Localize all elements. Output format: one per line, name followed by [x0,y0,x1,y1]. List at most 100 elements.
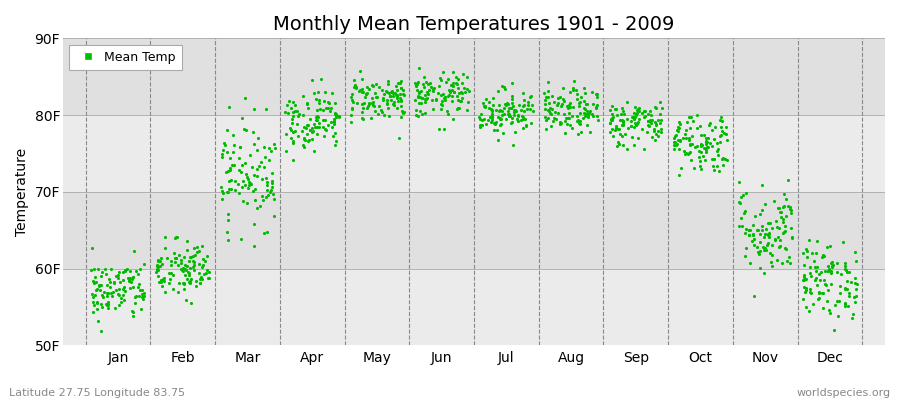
Point [137,290,151,296]
Point [559,115,573,121]
Point [585,113,599,120]
Point [168,235,183,241]
Point [822,307,836,314]
Point [838,260,852,266]
Point [129,268,143,274]
Point [107,280,122,286]
Point [236,198,250,204]
Point [838,300,852,307]
Point [217,140,231,146]
Point [176,280,190,286]
Point [450,106,464,112]
Point [109,272,123,279]
Point [257,164,272,170]
Point [628,114,643,120]
Point [796,284,811,290]
Point [392,95,407,102]
Point [493,116,508,123]
Point [390,105,404,111]
Point [409,107,423,113]
Point [848,248,862,255]
Point [804,290,818,296]
Point [715,128,729,134]
Point [695,142,709,148]
Point [437,97,452,103]
Point [391,80,405,86]
Point [372,84,386,91]
Point [198,258,212,264]
Point [604,116,618,122]
Point [301,105,315,111]
Point [752,251,766,257]
Point [556,84,571,91]
Point [739,226,753,232]
Point [183,280,197,286]
Point [705,143,719,149]
Point [817,281,832,287]
Point [577,110,591,116]
Point [813,277,827,283]
Point [713,117,727,124]
Point [570,91,584,97]
Point [380,101,394,107]
Point [774,214,788,220]
Point [93,287,107,293]
Point [609,143,624,149]
Point [544,110,558,116]
Point [705,126,719,133]
Point [746,232,760,238]
Point [87,302,102,308]
Point [393,78,408,84]
Point [776,219,790,225]
Point [362,86,376,92]
Point [182,272,196,278]
Point [150,273,165,280]
Point [509,116,524,123]
Point [381,97,395,103]
Point [648,104,662,110]
Point [561,115,575,122]
Bar [63,38,885,115]
Point [626,124,641,131]
Point [166,286,180,292]
Point [97,289,112,296]
Point [810,282,824,288]
Point [605,103,619,110]
Point [349,85,364,92]
Point [694,166,708,172]
Point [98,265,112,272]
Point [365,82,380,88]
Point [103,278,117,285]
Point [102,304,116,311]
Point [365,99,380,106]
Point [90,306,104,312]
Point [327,116,341,123]
Point [643,123,657,129]
Point [772,244,787,250]
Point [483,119,498,126]
Point [785,234,799,241]
Point [706,136,721,142]
Point [446,83,460,89]
Point [346,84,361,90]
Point [616,118,630,124]
Point [686,117,700,124]
Point [221,167,236,174]
Point [454,98,469,105]
Point [221,104,236,110]
Point [220,149,235,155]
Point [716,156,730,162]
Point [382,90,396,96]
Point [301,137,315,144]
Point [796,295,811,302]
Point [418,96,433,102]
Point [805,250,819,256]
Point [96,294,111,300]
Point [806,301,821,308]
Point [505,80,519,86]
Point [281,110,295,116]
Point [94,269,109,275]
Point [288,102,302,108]
Point [87,292,102,298]
Point [450,93,464,100]
